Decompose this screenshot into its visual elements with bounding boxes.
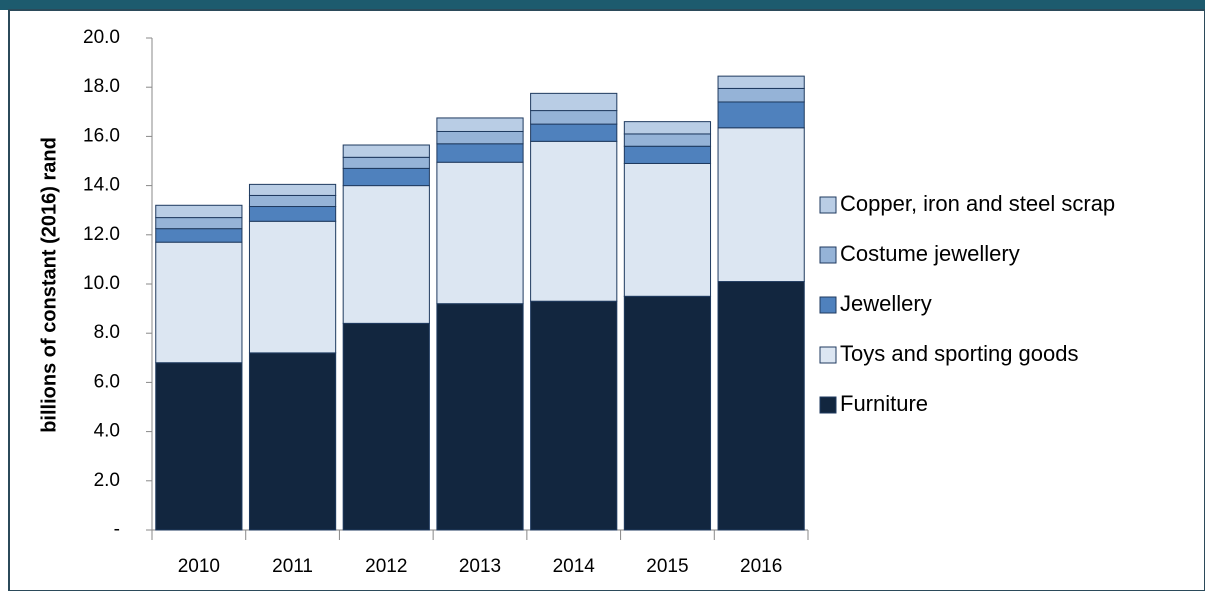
bar-segment (530, 300, 618, 531)
x-tick-label: 2015 (646, 556, 688, 577)
y-axis-label: billions of constant (2016) rand (38, 137, 60, 433)
bar-segment (155, 241, 243, 364)
bar-segment (155, 228, 243, 243)
x-tick-label: 2010 (178, 556, 220, 577)
bar-segment (436, 130, 524, 145)
bar-segment (342, 167, 430, 187)
legend-label: Jewellery (840, 291, 932, 316)
bar-segment (248, 220, 337, 354)
bar-segment (155, 217, 243, 230)
legend-label: Copper, iron and steel scrap (840, 191, 1115, 216)
y-tick-label: 14.0 (83, 175, 120, 196)
bar-segment (436, 117, 524, 132)
legend-label: Toys and sporting goods (840, 341, 1079, 366)
bar-segment (530, 110, 618, 125)
x-tick-label: 2016 (740, 556, 782, 577)
y-tick-label: 12.0 (83, 224, 120, 245)
bar-segment (342, 185, 430, 324)
y-tick-label: 2.0 (94, 470, 120, 491)
legend-swatch (819, 346, 837, 364)
legend-swatch (819, 396, 837, 414)
bar-segment (623, 295, 712, 531)
bar-segment (717, 75, 805, 89)
y-tick-label: 8.0 (94, 322, 120, 343)
title-strip (0, 0, 1205, 10)
bar-segment (436, 143, 524, 163)
bar-segment (248, 206, 337, 222)
x-tick-label: 2013 (459, 556, 501, 577)
legend-swatch (819, 296, 837, 314)
bar-segment (342, 144, 430, 158)
y-tick-label: 10.0 (83, 273, 120, 294)
y-tick-label: 4.0 (94, 421, 120, 442)
legend-swatch (819, 196, 837, 214)
bar-segment (155, 362, 243, 531)
y-tick-label: 6.0 (94, 371, 120, 392)
bar-segment (248, 352, 337, 531)
y-tick-label: 18.0 (83, 76, 120, 97)
legend-label: Furniture (840, 391, 928, 416)
bar-segment (623, 145, 712, 164)
frame (8, 9, 1205, 591)
bar-segment (155, 204, 243, 219)
bar-segment (436, 303, 524, 531)
bar-segment (530, 123, 618, 142)
bar-segment (530, 140, 618, 302)
y-tick-label: 16.0 (83, 125, 120, 146)
bar-segment (530, 92, 618, 112)
bar-segment (717, 127, 805, 283)
bar-segment (248, 194, 337, 208)
x-tick-label: 2011 (272, 556, 313, 577)
legend-swatch (819, 246, 837, 264)
bar-segment (717, 87, 805, 103)
x-tick-label: 2012 (365, 556, 407, 577)
bar-segment (342, 156, 430, 169)
bar-segment (717, 281, 805, 531)
bar-segment (623, 162, 712, 297)
bar-segment (717, 101, 805, 129)
y-tick-label: - (114, 519, 120, 540)
legend-label: Costume jewellery (840, 241, 1020, 266)
bar-segment (623, 133, 712, 147)
bar-segment (623, 121, 712, 135)
bar-segment (248, 183, 337, 196)
bar-segment (342, 322, 430, 531)
x-tick-label: 2014 (553, 556, 596, 577)
y-tick-label: 20.0 (83, 27, 120, 48)
bar-segment (436, 161, 524, 305)
